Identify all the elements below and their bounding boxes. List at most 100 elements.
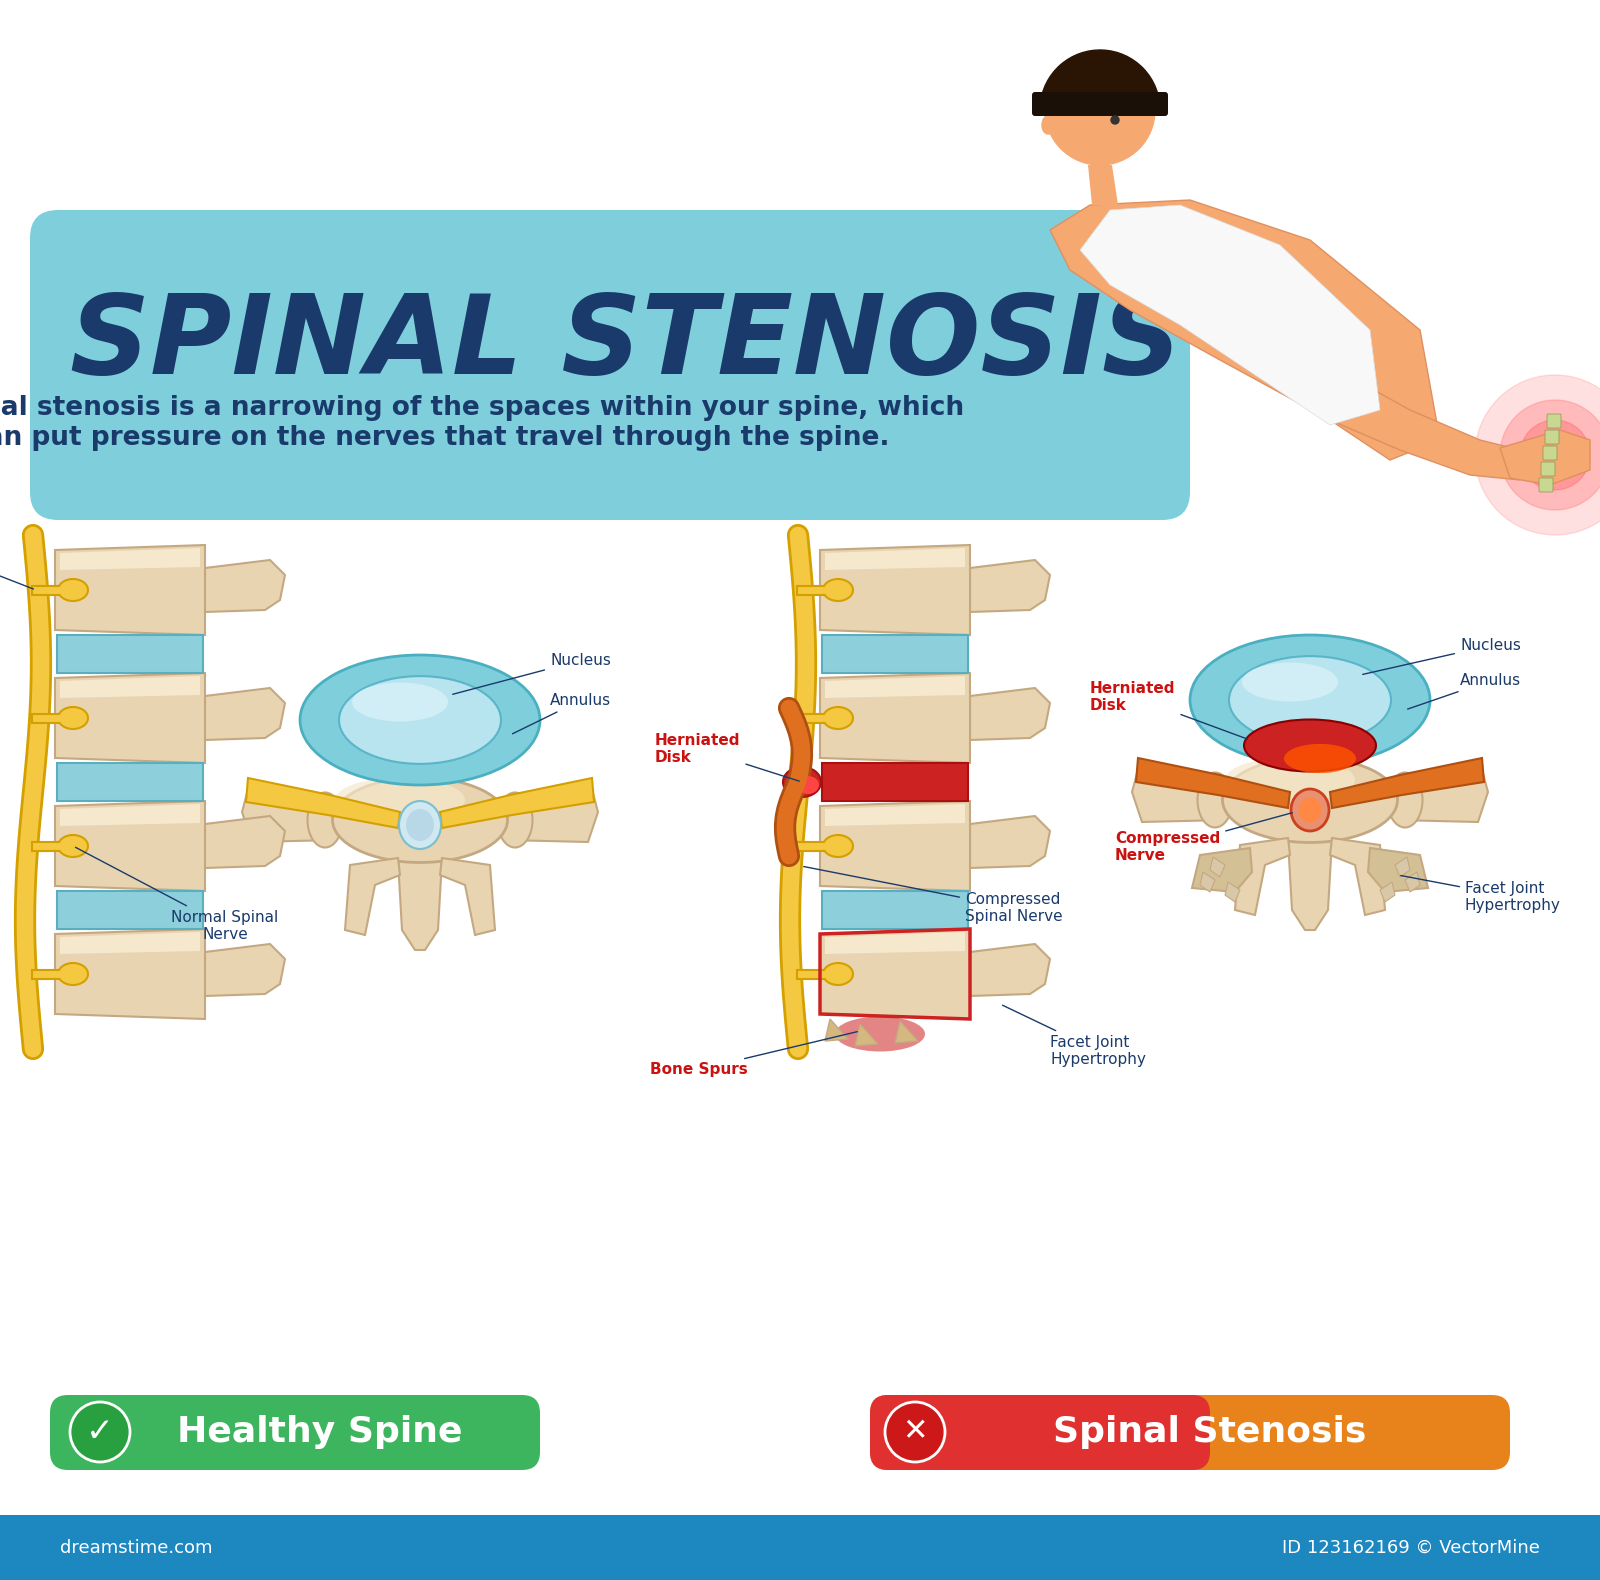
FancyBboxPatch shape (30, 210, 1190, 520)
Text: Spinal stenosis is a narrowing of the spaces within your spine, which: Spinal stenosis is a narrowing of the sp… (0, 395, 965, 420)
Circle shape (885, 1401, 946, 1462)
Circle shape (1501, 400, 1600, 510)
Text: Healthy Spine: Healthy Spine (178, 1416, 462, 1449)
Ellipse shape (797, 776, 819, 795)
Polygon shape (1136, 758, 1290, 807)
Text: Bone Spurs: Bone Spurs (650, 1032, 858, 1078)
Ellipse shape (58, 834, 88, 856)
Polygon shape (246, 777, 400, 828)
Ellipse shape (307, 793, 342, 847)
Polygon shape (819, 673, 970, 763)
Text: ✓: ✓ (86, 1416, 114, 1449)
Polygon shape (822, 891, 968, 929)
Wedge shape (1040, 51, 1160, 111)
Polygon shape (970, 815, 1050, 867)
Polygon shape (205, 943, 285, 995)
Polygon shape (205, 687, 285, 739)
Ellipse shape (1222, 757, 1397, 842)
Ellipse shape (1042, 115, 1054, 134)
Circle shape (1110, 115, 1118, 123)
Polygon shape (826, 548, 965, 570)
Text: Herniated
Disk: Herniated Disk (654, 733, 800, 781)
Polygon shape (1192, 848, 1251, 893)
Polygon shape (54, 545, 205, 635)
Ellipse shape (398, 801, 442, 848)
Polygon shape (1392, 762, 1488, 822)
Polygon shape (1395, 856, 1410, 877)
Text: Annulus: Annulus (1408, 673, 1522, 709)
Ellipse shape (822, 962, 853, 984)
Ellipse shape (1197, 773, 1232, 828)
Polygon shape (1405, 872, 1421, 893)
Polygon shape (61, 804, 200, 826)
Ellipse shape (58, 706, 88, 728)
Text: Nucleus: Nucleus (1363, 638, 1522, 675)
Polygon shape (1299, 360, 1520, 480)
Text: can put pressure on the nerves that travel through the spine.: can put pressure on the nerves that trav… (0, 425, 890, 450)
Polygon shape (242, 782, 338, 842)
Ellipse shape (498, 793, 533, 847)
FancyBboxPatch shape (1547, 414, 1562, 428)
Polygon shape (1050, 201, 1440, 460)
Ellipse shape (301, 656, 541, 785)
Text: Annulus: Annulus (512, 694, 611, 733)
Polygon shape (822, 763, 968, 801)
Polygon shape (1226, 882, 1240, 902)
Polygon shape (826, 1019, 848, 1041)
Ellipse shape (1226, 757, 1355, 803)
Ellipse shape (822, 706, 853, 728)
Text: Normal Spinal
Nerve: Normal Spinal Nerve (0, 534, 34, 589)
Polygon shape (205, 559, 285, 611)
Bar (0, 1515, 1600, 1580)
Polygon shape (826, 804, 965, 826)
Polygon shape (1330, 758, 1485, 807)
Ellipse shape (1387, 773, 1422, 828)
Polygon shape (970, 687, 1050, 739)
Ellipse shape (333, 777, 507, 863)
Polygon shape (1133, 762, 1229, 822)
Text: SPINAL STENOSIS: SPINAL STENOSIS (70, 291, 1182, 397)
Text: Herniated
Disk: Herniated Disk (1090, 681, 1248, 739)
Ellipse shape (1283, 744, 1357, 773)
Polygon shape (54, 929, 205, 1019)
Ellipse shape (58, 962, 88, 984)
Polygon shape (346, 858, 400, 935)
Circle shape (1520, 420, 1590, 490)
Polygon shape (440, 858, 494, 935)
Polygon shape (1200, 872, 1214, 893)
Polygon shape (1088, 164, 1118, 205)
Ellipse shape (352, 683, 448, 722)
FancyBboxPatch shape (50, 1395, 541, 1469)
Text: ID 123162169 © VectorMine: ID 123162169 © VectorMine (1282, 1539, 1539, 1556)
Ellipse shape (406, 809, 434, 841)
Ellipse shape (1229, 656, 1390, 744)
Polygon shape (819, 929, 970, 1019)
Polygon shape (826, 932, 965, 954)
Text: Compressed
Nerve: Compressed Nerve (1115, 812, 1293, 863)
Text: Nucleus: Nucleus (453, 653, 611, 694)
Text: Compressed
Spinal Nerve: Compressed Spinal Nerve (803, 866, 1062, 924)
FancyBboxPatch shape (1032, 92, 1168, 115)
Polygon shape (54, 801, 205, 891)
Circle shape (1475, 374, 1600, 536)
Polygon shape (1288, 841, 1331, 931)
Polygon shape (58, 763, 203, 801)
FancyBboxPatch shape (1539, 479, 1554, 491)
Polygon shape (1379, 882, 1395, 902)
Polygon shape (819, 545, 970, 635)
Text: Normal Spinal
Nerve: Normal Spinal Nerve (75, 847, 278, 942)
Polygon shape (970, 559, 1050, 611)
Ellipse shape (58, 578, 88, 600)
Polygon shape (1368, 848, 1429, 893)
Text: Facet Joint
Hypertrophy: Facet Joint Hypertrophy (1400, 875, 1562, 913)
Circle shape (1045, 55, 1155, 164)
Text: dreamstime.com: dreamstime.com (61, 1539, 213, 1556)
Polygon shape (54, 673, 205, 763)
Polygon shape (1330, 837, 1386, 915)
Circle shape (70, 1401, 130, 1462)
Ellipse shape (822, 834, 853, 856)
FancyBboxPatch shape (870, 1395, 1510, 1469)
FancyBboxPatch shape (1542, 446, 1557, 460)
Ellipse shape (334, 777, 466, 823)
Polygon shape (894, 1021, 918, 1043)
